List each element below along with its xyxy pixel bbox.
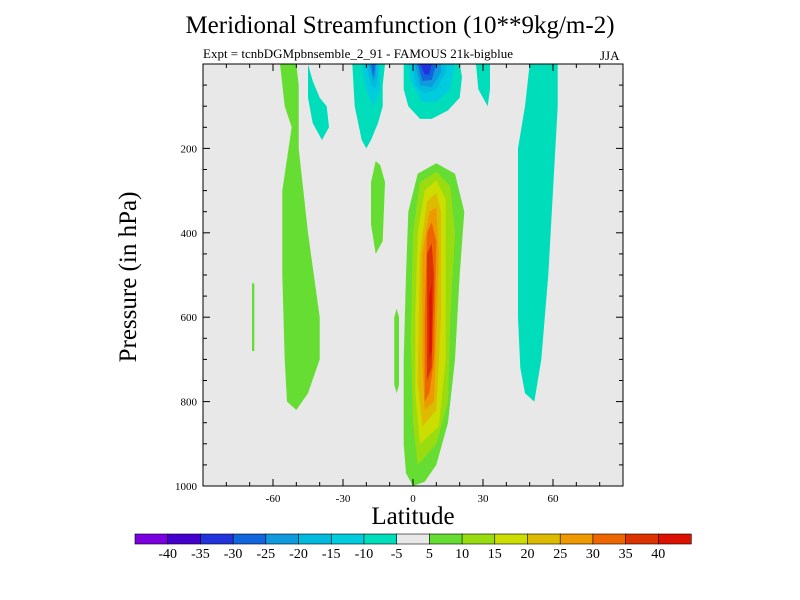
colorbar-swatch — [429, 533, 463, 545]
colorbar-swatch — [396, 533, 430, 545]
contour-region-5 — [280, 64, 320, 410]
x-tick-label: -30 — [336, 493, 351, 505]
contour-region-5 — [394, 308, 399, 394]
y-tick-label: 1000 — [175, 481, 198, 493]
colorbar-label: -10 — [355, 547, 374, 562]
colorbar-label: 15 — [488, 547, 502, 562]
colorbar-swatch — [625, 533, 659, 545]
colorbar-label: -5 — [391, 547, 403, 562]
axes-layer: -60 -30 0 30 60 200 400 600 800 1000 — [175, 64, 623, 505]
colorbar-swatch — [461, 533, 496, 545]
contour-layer — [252, 64, 558, 486]
colorbar-swatch — [330, 533, 365, 545]
x-tick-label: 30 — [478, 493, 490, 505]
colorbar-label: 40 — [651, 547, 665, 562]
contour-region--5 — [476, 64, 490, 107]
colorbar-label: -35 — [191, 547, 210, 562]
colorbar-swatch — [592, 533, 627, 545]
colorbar-label: 5 — [426, 547, 433, 562]
y-axis-title: Pressure (in hPa) — [115, 192, 142, 363]
season-label: JJA — [600, 48, 620, 63]
contour-region--25 — [371, 64, 376, 77]
chart-subtitle: Expt = tcnbDGMpbnsemble_2_91 - FAMOUS 21… — [203, 46, 514, 61]
colorbar-label: 30 — [586, 547, 600, 562]
colorbar-swatch — [134, 533, 169, 545]
contour-region--5 — [308, 64, 329, 140]
colorbar-swatch — [167, 533, 202, 545]
contour-region--30 — [420, 64, 432, 75]
y-tick-label: 600 — [181, 312, 198, 324]
colorbar-label: 25 — [553, 547, 567, 562]
colorbar-label: -15 — [322, 547, 341, 562]
colorbar-swatch — [494, 533, 529, 545]
colorbar-swatch — [265, 533, 300, 545]
colorbar-swatch — [527, 533, 561, 545]
contour-region--5 — [518, 64, 558, 402]
colorbar-swatch — [200, 533, 234, 545]
colorbar-label: 35 — [619, 547, 633, 562]
colorbar-swatch — [232, 533, 267, 545]
y-tick-label: 800 — [181, 397, 198, 409]
y-tick-label: 200 — [181, 143, 198, 155]
x-tick-label: 0 — [410, 493, 416, 505]
colorbar-label: -30 — [224, 547, 243, 562]
colorbar-label: 10 — [455, 547, 469, 562]
x-axis-title: Latitude — [371, 503, 454, 530]
contour-region-5 — [252, 283, 255, 351]
x-tick-label: 60 — [548, 493, 560, 505]
colorbar-label: 20 — [521, 547, 535, 562]
y-tick-label: 400 — [181, 228, 198, 240]
colorbar-swatch — [559, 533, 594, 545]
colorbar-label: -20 — [289, 547, 308, 562]
colorbar-swatch — [363, 533, 398, 545]
contour-region-5 — [371, 161, 385, 254]
colorbar-swatch — [298, 533, 332, 545]
colorbar-label: -25 — [256, 547, 275, 562]
chart-title: Meridional Streamfunction (10**9kg/m-2) — [185, 12, 615, 39]
colorbar-label: -40 — [158, 547, 177, 562]
colorbar-swatch — [657, 533, 692, 545]
contour-region-40 — [429, 283, 432, 360]
colorbar: -40 -35 -30 -25 -20 -15 -10 -5 5 10 15 20 25 30 35 40 — [134, 533, 692, 562]
x-tick-label: -60 — [266, 493, 281, 505]
